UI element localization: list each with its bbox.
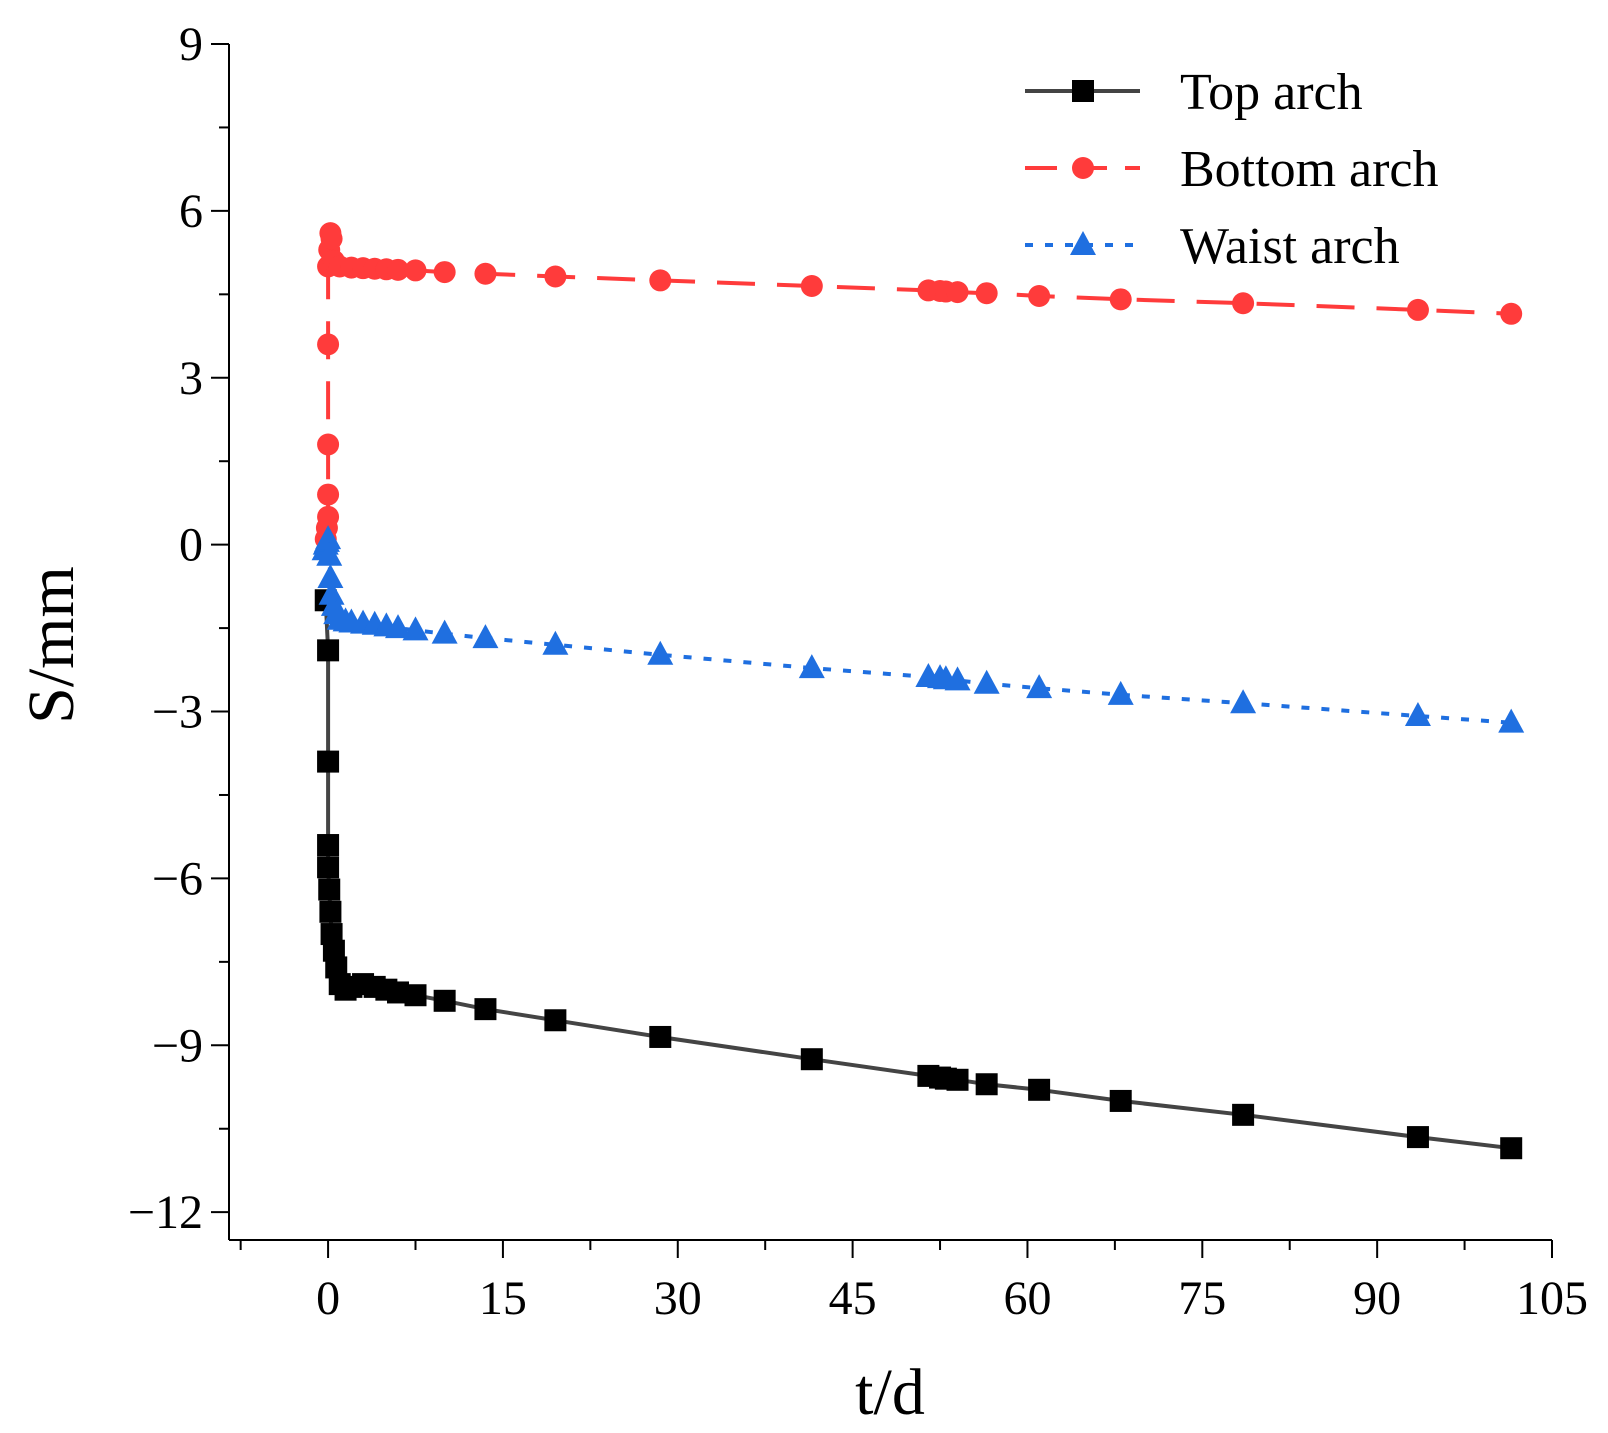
data-point-waist-arch — [431, 619, 458, 644]
legend-item-top-arch: Top arch — [1025, 64, 1363, 121]
y-axis-ticks: 9 6 3 0 −3 −6 −9 −12 — [128, 18, 229, 1239]
series-bottom-arch — [314, 222, 1523, 551]
legend-item-waist-arch: Waist arch — [1025, 218, 1400, 275]
data-point-bottom-arch — [1500, 302, 1523, 325]
x-axis-ticks: 0 15 30 45 60 75 90 105 — [239, 1240, 1588, 1325]
data-point-waist-arch — [316, 541, 343, 566]
data-point-waist-arch — [944, 666, 971, 691]
series-layer — [311, 222, 1525, 1160]
y-axis-title: S/mm — [15, 566, 88, 724]
data-point-bottom-arch — [975, 282, 998, 305]
data-point-waist-arch — [1498, 708, 1525, 733]
legend-label-waist-arch: Waist arch — [1180, 218, 1400, 275]
x-tick-label: 90 — [1353, 1272, 1401, 1325]
data-point-waist-arch — [318, 580, 345, 605]
data-point-bottom-arch — [317, 333, 340, 356]
y-tick-label: −12 — [128, 1186, 203, 1239]
x-tick-label: 30 — [654, 1272, 702, 1325]
data-point-top-arch — [544, 1009, 567, 1032]
series-line-waist-arch — [322, 537, 1512, 725]
data-point-waist-arch — [1230, 689, 1257, 714]
y-tick-label: 0 — [179, 519, 203, 572]
y-tick-label: −6 — [152, 852, 203, 905]
data-point-top-arch — [387, 981, 410, 1004]
legend-marker-top-arch — [1072, 80, 1094, 102]
y-tick-label: 3 — [179, 352, 203, 405]
data-point-waist-arch — [973, 669, 1000, 694]
series-line-bottom-arch — [323, 231, 1512, 540]
data-point-waist-arch — [798, 654, 825, 679]
y-tick-label: −9 — [152, 1019, 203, 1072]
legend-label-bottom-arch: Bottom arch — [1180, 141, 1439, 198]
data-point-top-arch — [433, 989, 456, 1012]
data-point-top-arch — [322, 939, 345, 962]
data-point-waist-arch — [317, 564, 344, 589]
data-point-waist-arch — [472, 624, 499, 649]
data-point-top-arch — [1406, 1126, 1429, 1149]
y-tick-label: 9 — [179, 18, 203, 71]
data-point-top-arch — [474, 998, 497, 1021]
data-point-bottom-arch — [544, 265, 567, 288]
data-point-waist-arch — [315, 525, 342, 550]
data-point-bottom-arch — [1028, 284, 1051, 307]
data-point-top-arch — [317, 750, 340, 773]
data-point-top-arch — [1232, 1103, 1255, 1126]
data-point-waist-arch — [1404, 701, 1431, 726]
data-point-bottom-arch — [649, 269, 672, 292]
data-point-bottom-arch — [1232, 292, 1255, 315]
series-waist-arch — [311, 525, 1525, 733]
legend-label-top-arch: Top arch — [1180, 64, 1363, 121]
data-point-bottom-arch — [387, 258, 410, 281]
data-point-bottom-arch — [317, 483, 340, 506]
data-point-top-arch — [404, 984, 427, 1007]
series-top-arch — [314, 589, 1523, 1160]
data-point-bottom-arch — [404, 259, 427, 282]
data-point-waist-arch — [647, 640, 674, 665]
data-point-top-arch — [319, 900, 342, 923]
data-point-top-arch — [317, 856, 340, 879]
x-tick-label: 15 — [479, 1272, 527, 1325]
y-tick-label: −3 — [152, 686, 203, 739]
data-point-waist-arch — [1107, 680, 1134, 705]
data-point-top-arch — [1500, 1137, 1523, 1160]
data-point-bottom-arch — [317, 433, 340, 456]
data-point-top-arch — [1109, 1089, 1132, 1112]
data-point-top-arch — [800, 1048, 823, 1071]
data-point-waist-arch — [1026, 674, 1053, 699]
data-point-bottom-arch — [1406, 298, 1429, 321]
data-point-waist-arch — [385, 614, 412, 639]
data-point-bottom-arch — [800, 274, 823, 297]
data-point-top-arch — [946, 1068, 969, 1091]
x-tick-label: 60 — [1003, 1272, 1051, 1325]
data-point-top-arch — [649, 1025, 672, 1048]
x-tick-label: 0 — [316, 1272, 340, 1325]
data-point-top-arch — [1028, 1078, 1051, 1101]
data-point-bottom-arch — [433, 261, 456, 284]
legend-marker-waist-arch — [1070, 231, 1096, 255]
data-point-top-arch — [320, 923, 343, 946]
data-point-top-arch — [318, 878, 341, 901]
x-tick-label: 105 — [1516, 1272, 1588, 1325]
data-point-waist-arch — [542, 630, 569, 655]
y-tick-label: 6 — [179, 185, 203, 238]
data-point-top-arch — [317, 834, 340, 857]
data-point-top-arch — [317, 639, 340, 662]
x-tick-label: 45 — [829, 1272, 877, 1325]
legend-item-bottom-arch: Bottom arch — [1025, 141, 1439, 198]
data-point-bottom-arch — [320, 227, 343, 250]
plot-axes — [228, 44, 1552, 1241]
data-point-bottom-arch — [1109, 288, 1132, 311]
x-axis-title: t/d — [855, 1356, 925, 1429]
data-point-top-arch — [325, 956, 348, 979]
legend: Top arch Bottom arch Waist arch — [1025, 64, 1439, 275]
x-tick-label: 75 — [1178, 1272, 1226, 1325]
data-point-top-arch — [975, 1073, 998, 1096]
data-point-bottom-arch — [317, 505, 340, 528]
data-point-bottom-arch — [474, 262, 497, 285]
legend-marker-bottom-arch — [1072, 157, 1094, 179]
data-point-waist-arch — [402, 616, 429, 641]
data-point-bottom-arch — [946, 281, 969, 304]
